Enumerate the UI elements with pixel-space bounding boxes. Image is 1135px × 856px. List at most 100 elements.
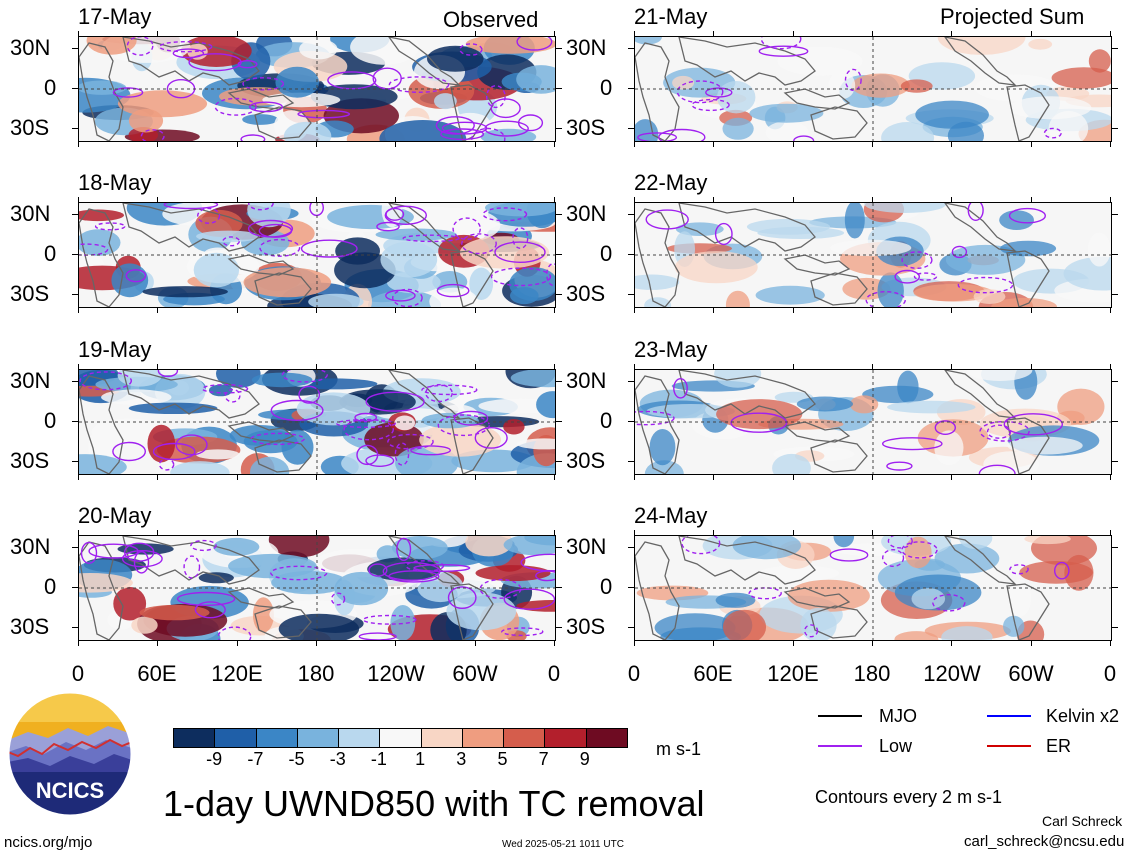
lon-tick [872,197,873,202]
wind-anomaly-blob [722,609,767,640]
lon-tick [792,641,794,646]
lon-tick [1110,197,1111,202]
wind-anomaly-blob [746,218,831,235]
lat-label: 0 [44,574,57,599]
anomaly-field [79,37,555,141]
low-frequency-contour [901,251,933,269]
low-frequency-contour [394,442,410,466]
lon-tick [395,641,397,646]
lon-tick [157,475,159,480]
low-frequency-contour [248,203,274,211]
lon-label: 60E [693,661,733,686]
wind-anomaly-blob [934,430,964,466]
lon-tick [157,308,159,313]
low-frequency-contour [673,377,688,399]
wind-anomaly-blob [911,588,946,610]
lon-tick [1110,530,1111,535]
lon-tick [474,308,476,313]
low-frequency-contour [986,424,1012,439]
low-frequency-contour [372,67,402,90]
lat-tick-right [556,294,562,295]
lat-tick-left [628,627,634,628]
lon-tick [554,364,555,369]
low-frequency-contour [435,116,475,135]
lon-tick [872,31,873,36]
lon-label: 60W [452,661,498,686]
lat-label: 0 [600,75,613,100]
panel-date-label: 24-May [634,503,708,528]
lon-label: 180 [853,661,891,686]
low-frequency-contour [201,383,249,394]
lon-tick [713,308,715,313]
lon-tick [474,31,476,36]
wind-anomaly-blob [772,453,811,474]
lat-tick-right [1112,421,1118,422]
legend-er-line [987,745,1031,747]
wind-anomaly-blob [128,402,218,414]
wind-anomaly-blob [79,229,121,256]
lat-tick-left [72,48,78,49]
wind-anomaly-blob [429,287,479,307]
lon-tick [872,475,873,480]
low-frequency-contour [405,560,445,572]
wind-anomaly-blob [851,73,910,98]
lon-tick [554,475,555,480]
lat-tick-right [1112,128,1118,129]
lat-tick-left [628,88,634,89]
low-frequency-contour [121,550,163,568]
coastline [678,203,816,252]
lat-label: 30S [10,281,50,306]
lat-tick-left [628,461,634,462]
colorbar-tick-label: 1 [415,749,426,769]
wind-anomaly-blob [674,251,758,284]
coastline [783,587,851,609]
wind-anomaly-blob [459,236,550,269]
low-frequency-contour [217,626,252,640]
low-frequency-contour [112,441,146,462]
wind-anomaly-blob [904,536,932,569]
coastline [388,536,461,585]
wind-anomaly-blob [973,289,1006,304]
lon-tick [1110,364,1111,369]
lon-tick [713,142,715,147]
lon-tick [1030,530,1032,535]
low-frequency-contour [887,536,913,549]
wind-anomaly-blob [663,67,736,98]
website-link[interactable]: ncics.org/mjo [4,834,93,851]
low-frequency-contour [459,43,483,56]
coastline [254,272,312,306]
low-frequency-contour [126,37,154,56]
wind-anomaly-blob [722,117,754,140]
wind-anomaly-blob [79,209,124,222]
lon-tick [951,197,953,202]
low-frequency-contour [967,203,984,221]
wind-anomaly-blob [900,79,933,93]
lon-tick [78,475,79,480]
ncics-logo: NCICS [8,692,132,816]
colorbar-tick-label: 3 [456,749,467,769]
lat-label: 30N [10,201,51,226]
lat-tick-left [72,381,78,382]
wind-anomaly-blob [478,398,555,414]
wind-anomaly-blob [635,274,680,290]
low-frequency-contour [365,454,395,467]
lon-tick [634,308,635,313]
wind-anomaly-blob [390,605,416,640]
colorbar-tick-label: 9 [579,749,590,769]
low-frequency-contour [248,101,283,113]
low-frequency-contour [392,288,423,307]
lon-tick [554,308,555,313]
low-frequency-contour [760,37,802,50]
wind-anomaly-blob [672,75,695,90]
wind-anomaly-blob [419,423,501,457]
panel-date-label: 18-May [78,170,152,195]
wind-anomaly-blob [510,287,539,305]
wind-anomaly-blob [131,616,158,634]
wind-anomaly-blob [434,93,457,110]
low-frequency-contour [125,269,147,283]
anomaly-field [635,203,1111,307]
wind-anomaly-blob [1057,388,1105,425]
low-frequency-contour [194,601,226,619]
lon-label: 120W [923,661,981,686]
lon-tick [951,142,953,147]
